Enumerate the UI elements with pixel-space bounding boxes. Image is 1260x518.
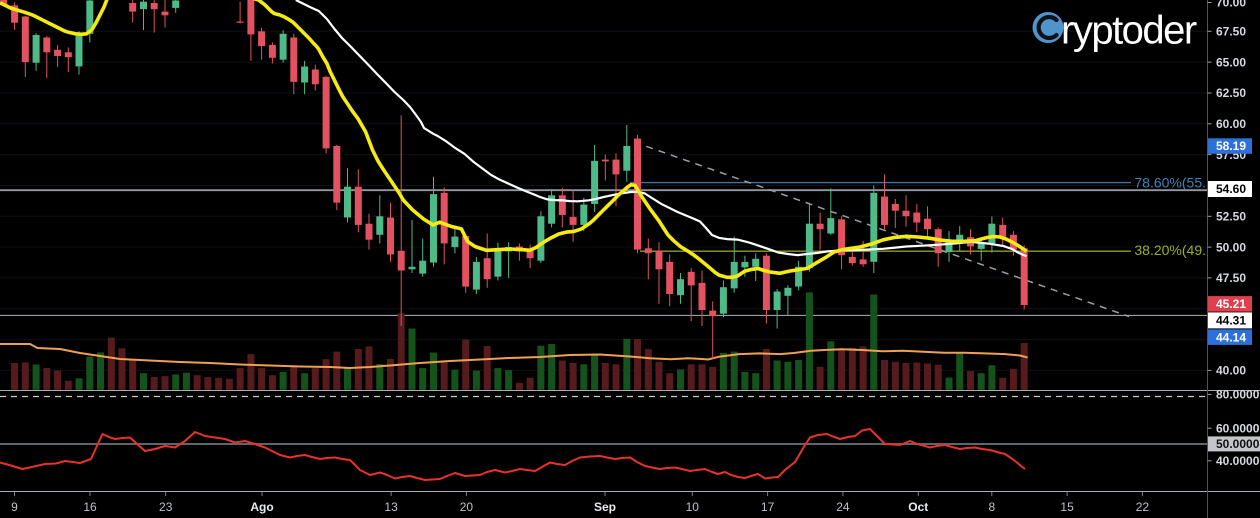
svg-text:Ago: Ago [250,500,273,514]
svg-text:17: 17 [761,500,775,514]
svg-text:13: 13 [384,500,398,514]
svg-text:58.19: 58.19 [1216,139,1246,153]
svg-text:Oct: Oct [908,500,928,514]
svg-text:50.0000: 50.0000 [1216,437,1260,451]
svg-text:50.00: 50.00 [1216,240,1246,254]
svg-text:16: 16 [83,500,97,514]
svg-text:60.00: 60.00 [1216,117,1246,131]
svg-text:38.20%(49.: 38.20%(49. [1134,242,1206,258]
svg-text:67.50: 67.50 [1216,25,1246,39]
svg-text:60.0000: 60.0000 [1216,421,1260,435]
svg-text:45.21: 45.21 [1216,297,1246,311]
svg-text:9: 9 [11,500,18,514]
svg-text:70.00: 70.00 [1216,0,1246,10]
svg-text:15: 15 [1060,500,1074,514]
svg-text:65.00: 65.00 [1216,55,1246,69]
svg-text:23: 23 [159,500,173,514]
svg-text:8: 8 [988,500,995,514]
svg-text:20: 20 [460,500,474,514]
svg-text:ryptoder: ryptoder [1061,9,1197,53]
svg-text:54.60: 54.60 [1216,182,1246,196]
svg-text:44.31: 44.31 [1216,313,1246,327]
svg-text:40.0000: 40.0000 [1216,454,1260,468]
svg-text:52.50: 52.50 [1216,210,1246,224]
svg-text:22: 22 [1136,500,1150,514]
svg-text:78.60%(55.: 78.60%(55. [1134,175,1206,191]
svg-text:80.0000: 80.0000 [1216,388,1260,402]
svg-text:40.00: 40.00 [1216,364,1246,378]
svg-text:10: 10 [686,500,700,514]
svg-text:47.50: 47.50 [1216,271,1246,285]
svg-text:44.14: 44.14 [1216,330,1246,344]
svg-text:Sep: Sep [594,500,616,514]
svg-text:62.50: 62.50 [1216,86,1246,100]
svg-text:24: 24 [836,500,850,514]
